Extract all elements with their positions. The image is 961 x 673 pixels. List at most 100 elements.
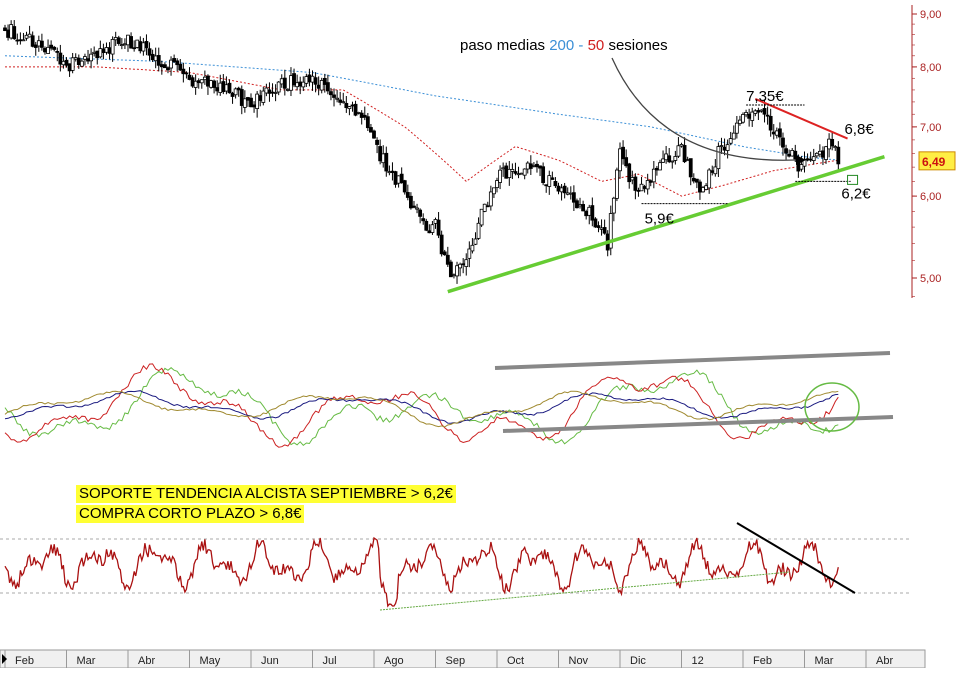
candle — [694, 178, 699, 189]
candle-body — [178, 63, 183, 71]
candle — [525, 161, 530, 174]
candle — [544, 184, 549, 193]
candle-body — [568, 192, 573, 195]
candle-body — [285, 89, 290, 91]
candle-body — [61, 60, 66, 66]
candle-body — [304, 76, 309, 84]
candle — [206, 74, 210, 95]
candle-body — [15, 39, 20, 42]
callout-support: SOPORTE TENDENCIA ALCISTA SEPTIEMBRE > 6… — [76, 485, 456, 503]
candle-body — [550, 177, 555, 180]
oscillator-panel — [4, 351, 894, 448]
candle-body — [492, 187, 496, 195]
candle — [378, 139, 383, 165]
candle-body — [513, 171, 518, 174]
sma-200-line — [4, 55, 839, 161]
candle — [467, 241, 472, 268]
candle-body — [734, 122, 739, 134]
candle — [384, 146, 389, 177]
candle — [621, 140, 625, 165]
candle — [141, 37, 146, 56]
candle — [36, 35, 41, 52]
candle-body — [365, 116, 370, 129]
candle — [313, 72, 318, 93]
candle-body — [651, 168, 656, 183]
candle — [67, 63, 72, 77]
candle-body — [144, 41, 149, 49]
candle — [734, 115, 739, 139]
candle — [104, 42, 109, 55]
candle — [691, 173, 696, 184]
candle — [273, 84, 278, 102]
candle-body — [319, 80, 324, 91]
candle — [485, 201, 490, 208]
candle-body — [442, 251, 447, 256]
candle — [162, 62, 167, 69]
momentum-resistance-line — [736, 522, 856, 594]
candle — [756, 107, 761, 121]
candle-body — [310, 75, 315, 83]
candle — [92, 46, 97, 57]
candle-body — [575, 200, 579, 209]
candle-body — [181, 68, 186, 75]
candle-body — [261, 90, 266, 103]
candle-body — [356, 112, 361, 114]
candle — [528, 155, 533, 175]
candle-body — [206, 75, 210, 87]
candle-body — [196, 80, 201, 84]
candle — [538, 165, 542, 177]
oscillator-series — [4, 363, 839, 448]
candle — [513, 162, 518, 176]
candle-body — [169, 59, 173, 69]
candle — [70, 52, 75, 74]
candle-body — [778, 128, 782, 138]
candle-body — [33, 44, 38, 48]
candle-body — [147, 48, 152, 56]
candle — [753, 109, 758, 117]
candle — [55, 47, 60, 62]
candle-body — [768, 115, 773, 131]
candle-body — [129, 36, 133, 49]
candle-body — [175, 60, 180, 66]
candle-body — [821, 150, 825, 158]
candle — [304, 73, 309, 87]
callout-buy: COMPRA CORTO PLAZO > 6,8€ — [76, 505, 305, 523]
candle — [233, 87, 238, 99]
candle — [116, 35, 121, 46]
candle-body — [436, 219, 441, 236]
candle — [258, 89, 263, 107]
candle — [565, 187, 570, 196]
candle — [393, 170, 398, 188]
candle — [833, 144, 838, 151]
price-panel — [3, 20, 885, 294]
candle-body — [418, 209, 423, 217]
candle-body — [347, 106, 352, 110]
candle-body — [86, 58, 90, 62]
candle — [153, 47, 158, 69]
candle — [178, 58, 183, 71]
candle-body — [258, 95, 263, 101]
scroll-left-icon — [2, 654, 7, 664]
candle-body — [135, 39, 140, 48]
candle — [765, 106, 770, 125]
candle-body — [298, 81, 303, 87]
candle-body — [824, 146, 828, 160]
candle — [636, 187, 641, 197]
candle — [175, 58, 180, 72]
candle-body — [817, 150, 822, 155]
candle-body — [615, 169, 619, 199]
candle — [218, 74, 223, 96]
candle-body — [707, 169, 712, 189]
candle-body — [701, 187, 705, 193]
time-tick-label: 12 — [692, 655, 704, 667]
candle-body — [452, 274, 456, 277]
candle — [138, 36, 143, 54]
candle — [289, 67, 293, 97]
candle — [608, 205, 613, 256]
candle-body — [445, 254, 450, 265]
sma-50-line — [5, 66, 839, 197]
candle — [550, 171, 555, 180]
candle-body — [341, 101, 346, 104]
candle — [827, 133, 831, 158]
candle-body — [325, 82, 330, 92]
